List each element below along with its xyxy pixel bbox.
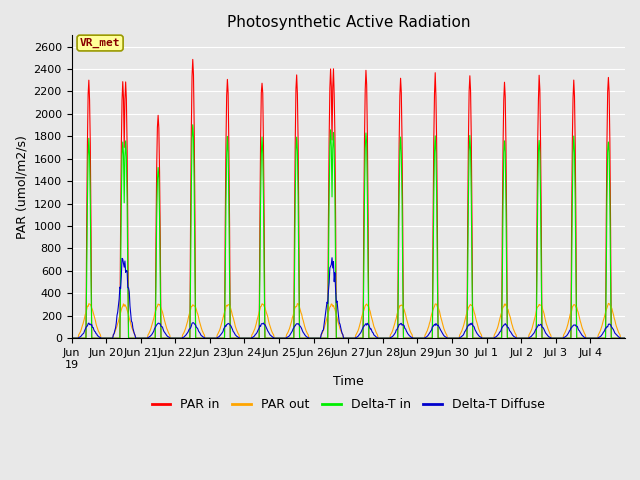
PAR out [283,332,291,337]
Line: PAR in: PAR in [72,60,625,338]
Delta-T Diffuse [406,333,414,339]
Line: Delta-T in: Delta-T in [72,125,625,338]
PAR in [235,336,243,341]
PAR in [189,57,196,62]
Delta-T Diffuse [283,335,291,340]
Delta-T in [406,336,414,341]
Delta-T in [437,336,445,341]
PAR out [262,307,269,313]
PAR out [621,336,629,341]
Delta-T in [68,336,76,341]
Legend: PAR in, PAR out, Delta-T in, Delta-T Diffuse: PAR in, PAR out, Delta-T in, Delta-T Dif… [147,393,550,416]
PAR in [68,336,76,341]
Line: Delta-T Diffuse: Delta-T Diffuse [72,258,625,338]
Text: VR_met: VR_met [80,38,120,48]
Delta-T Diffuse [621,336,629,341]
PAR in [284,336,291,341]
PAR out [405,325,413,331]
PAR in [406,336,414,341]
Line: PAR out: PAR out [72,303,625,338]
Delta-T Diffuse [328,255,336,261]
Delta-T Diffuse [437,328,445,334]
Delta-T Diffuse [68,336,76,341]
PAR out [436,312,444,318]
Delta-T in [189,122,196,128]
Delta-T in [235,336,243,341]
X-axis label: Time: Time [333,375,364,388]
PAR out [68,336,76,341]
PAR out [234,331,242,336]
Delta-T Diffuse [234,335,242,340]
Title: Photosynthetic Active Radiation: Photosynthetic Active Radiation [227,15,470,30]
Delta-T Diffuse [132,336,140,341]
Delta-T Diffuse [262,323,269,329]
PAR out [132,336,140,341]
Delta-T in [621,336,629,341]
PAR in [437,336,445,341]
Y-axis label: PAR (umol/m2/s): PAR (umol/m2/s) [15,135,28,239]
PAR in [262,336,270,341]
PAR in [132,336,140,341]
PAR in [621,336,629,341]
PAR out [605,300,612,306]
Delta-T in [132,336,140,341]
Delta-T in [284,336,291,341]
Delta-T in [262,336,270,341]
